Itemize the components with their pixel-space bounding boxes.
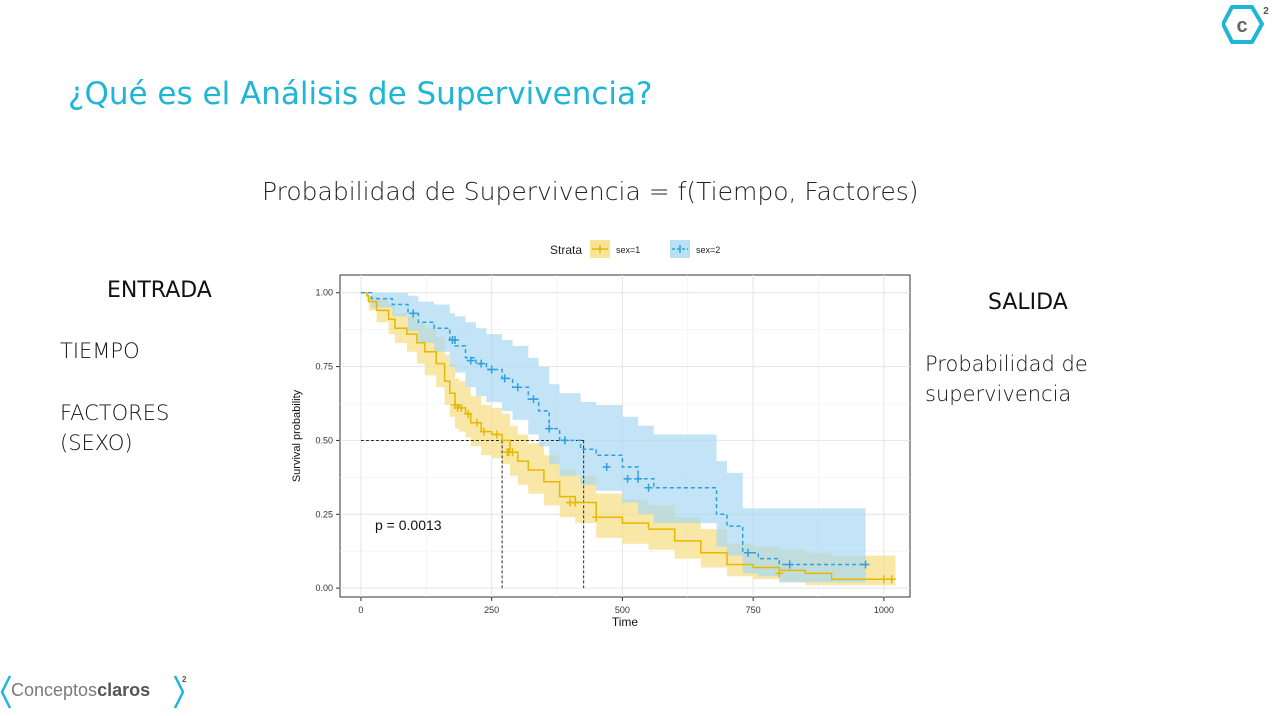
censor-mark bbox=[644, 483, 653, 492]
brand-light: Conceptos bbox=[11, 680, 98, 700]
censor-mark bbox=[560, 436, 569, 445]
censor-mark bbox=[451, 335, 460, 344]
factores-line: FACTORES bbox=[60, 401, 170, 425]
censor-mark bbox=[473, 418, 482, 427]
y-tick-label: 0.00 bbox=[315, 583, 333, 593]
censor-mark bbox=[545, 424, 554, 433]
p-value-annotation: p = 0.0013 bbox=[375, 517, 442, 533]
censor-mark bbox=[785, 560, 794, 569]
censor-mark bbox=[508, 448, 517, 457]
survival-curve-sex=1 bbox=[360, 291, 896, 581]
censor-mark bbox=[500, 374, 509, 383]
brand-bold: claros bbox=[97, 680, 151, 700]
corner-logo-icon: c 2 bbox=[1222, 5, 1269, 44]
censor-mark bbox=[592, 513, 601, 522]
censor-mark bbox=[477, 359, 486, 368]
factores-label: FACTORES (SEXO) bbox=[60, 398, 169, 458]
x-tick-label: 0 bbox=[358, 605, 363, 615]
censor-mark bbox=[743, 548, 752, 557]
censor-mark bbox=[487, 365, 496, 374]
censor-mark bbox=[602, 463, 611, 472]
formula-text: Probabilidad de Supervivencia = f(Tiempo… bbox=[262, 177, 919, 206]
censor-mark bbox=[634, 474, 643, 483]
tiempo-label: TIEMPO bbox=[60, 339, 140, 363]
brand-logo-text: Conceptosclaros bbox=[11, 680, 150, 701]
x-axis-label: Time bbox=[612, 615, 639, 629]
x-tick-label: 750 bbox=[746, 605, 761, 615]
survival-curve-sex=2 bbox=[360, 291, 866, 566]
x-tick-label: 250 bbox=[484, 605, 499, 615]
probabilidad-text: Probabilidad de supervivencia bbox=[925, 352, 1088, 406]
legend-label: sex=1 bbox=[616, 245, 640, 255]
censor-mark bbox=[887, 575, 896, 584]
corner-logo-letter: c bbox=[1236, 15, 1247, 37]
censor-mark bbox=[861, 560, 870, 569]
y-axis-label: Survival probability bbox=[291, 389, 303, 482]
censor-mark bbox=[479, 427, 488, 436]
x-tick-label: 1000 bbox=[874, 605, 894, 615]
slide-title: ¿Qué es el Análisis de Supervivencia? bbox=[68, 76, 653, 112]
censor-mark bbox=[466, 356, 475, 365]
chart-legend: Strata sex=1 sex=2 bbox=[550, 240, 720, 258]
x-tick-label: 500 bbox=[615, 605, 630, 615]
censor-mark bbox=[457, 403, 466, 412]
corner-logo-sup: 2 bbox=[1263, 6, 1269, 17]
censor-mark bbox=[571, 498, 580, 507]
brand-logo-icon: 2 bbox=[0, 675, 187, 709]
censor-mark bbox=[513, 383, 522, 392]
legend-title: Strata bbox=[550, 243, 582, 257]
salida-heading: SALIDA bbox=[988, 290, 1068, 315]
censor-mark bbox=[623, 474, 632, 483]
censor-mark bbox=[775, 569, 784, 578]
censor-mark bbox=[529, 395, 538, 404]
censor-mark bbox=[464, 409, 473, 418]
censor-mark bbox=[492, 430, 501, 439]
brand-logo-sup: 2 bbox=[182, 675, 187, 684]
censor-mark bbox=[409, 309, 418, 318]
survival-chart: Strata sex=1 sex=2 0 250 500 750 1000 0.00 0.25… bbox=[291, 240, 911, 629]
y-tick-label: 0.25 bbox=[315, 509, 333, 519]
censor-mark bbox=[879, 575, 888, 584]
y-tick-label: 0.75 bbox=[315, 362, 333, 372]
sexo-line: (SEXO) bbox=[60, 431, 133, 455]
y-tick-label: 1.00 bbox=[315, 288, 333, 298]
legend-label: sex=2 bbox=[696, 245, 720, 255]
y-tick-label: 0.50 bbox=[315, 435, 333, 445]
entrada-heading: ENTRADA bbox=[107, 278, 212, 303]
